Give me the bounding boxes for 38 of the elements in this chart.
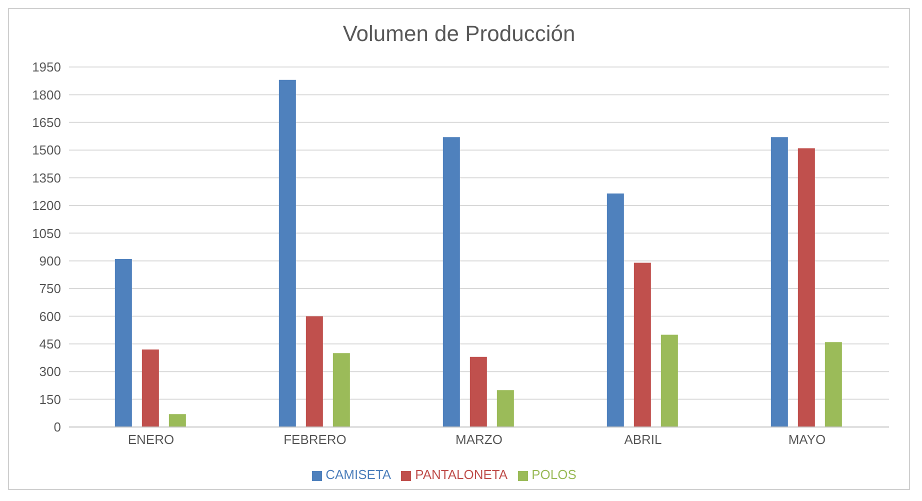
bar bbox=[306, 316, 323, 427]
y-tick-label: 1050 bbox=[32, 226, 61, 241]
y-tick-label: 1950 bbox=[32, 60, 61, 75]
x-tick-label: MAYO bbox=[788, 432, 826, 448]
y-tick-label: 750 bbox=[39, 281, 61, 296]
y-tick-label: 450 bbox=[39, 336, 61, 352]
bar bbox=[470, 356, 487, 427]
bar bbox=[798, 148, 815, 427]
bar bbox=[496, 390, 514, 427]
legend-label: CAMISETA bbox=[326, 467, 392, 482]
legend-label: POLOS bbox=[532, 467, 576, 482]
bar bbox=[442, 137, 460, 427]
legend-label: PANTALONETA bbox=[415, 467, 508, 482]
bar bbox=[332, 353, 350, 427]
bar bbox=[278, 80, 296, 427]
bar bbox=[770, 137, 788, 427]
y-tick-label: 1650 bbox=[32, 115, 61, 130]
bar bbox=[824, 342, 842, 427]
chart-title: Volumen de Producción bbox=[342, 20, 576, 48]
x-tick-label: ENERO bbox=[128, 432, 174, 448]
bar bbox=[114, 259, 132, 427]
bar bbox=[142, 349, 159, 427]
y-tick-label: 900 bbox=[39, 253, 61, 268]
y-tick-label: 1200 bbox=[32, 198, 61, 214]
y-tick-label: 150 bbox=[39, 392, 61, 407]
y-tick-label: 600 bbox=[39, 308, 61, 324]
bar bbox=[168, 414, 186, 427]
x-tick-label: FEBRERO bbox=[284, 432, 346, 448]
y-tick-label: 300 bbox=[39, 364, 61, 380]
bar bbox=[606, 193, 624, 427]
y-tick-label: 1800 bbox=[32, 87, 61, 102]
bar bbox=[660, 334, 678, 427]
x-tick-label: MARZO bbox=[456, 432, 502, 448]
x-tick-label: ABRIL bbox=[624, 432, 662, 448]
y-tick-label: 0 bbox=[54, 420, 61, 435]
bar bbox=[634, 262, 651, 427]
y-tick-label: 1350 bbox=[32, 170, 61, 186]
y-tick-label: 1500 bbox=[32, 142, 61, 158]
